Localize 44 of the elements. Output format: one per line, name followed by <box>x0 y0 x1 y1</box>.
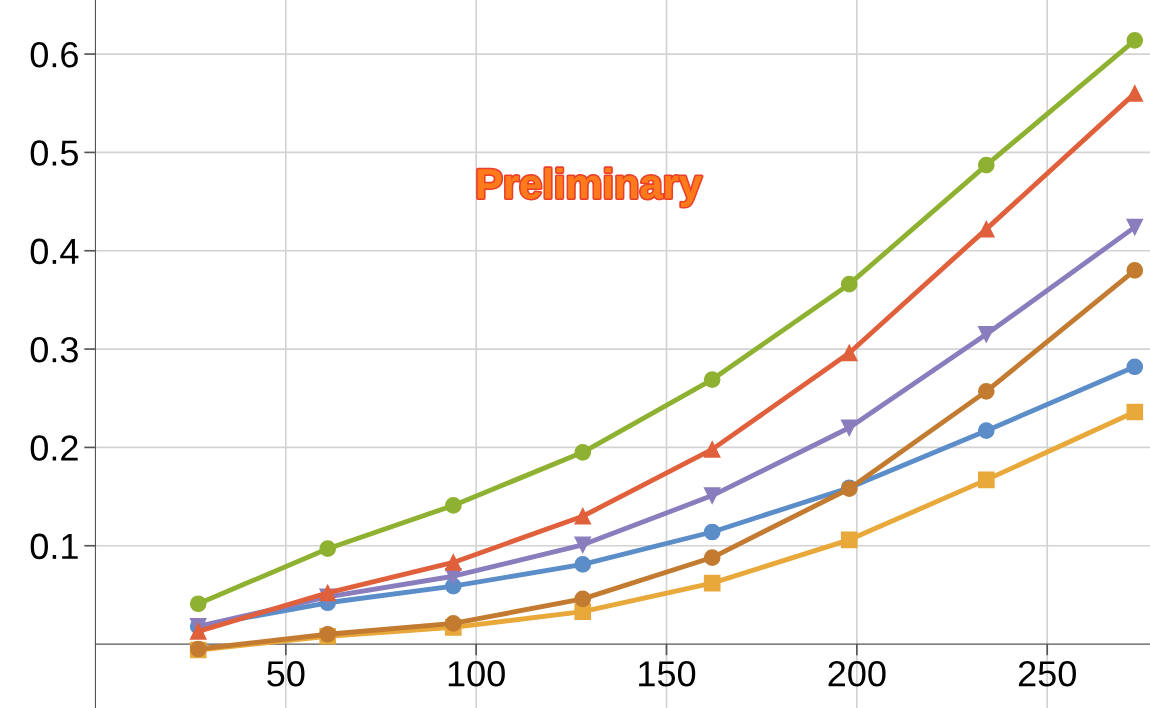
point <box>319 584 337 602</box>
x-tick-label: 100 <box>448 661 505 687</box>
point <box>444 615 462 632</box>
point <box>1126 403 1144 421</box>
point <box>977 422 995 440</box>
point <box>189 595 207 613</box>
point <box>840 419 858 437</box>
point <box>703 441 721 458</box>
point <box>574 507 592 525</box>
x-tick-label: 250 <box>1018 661 1076 687</box>
point <box>574 590 592 608</box>
x-tick-label: 50 <box>267 661 305 687</box>
point <box>1126 358 1144 376</box>
point <box>189 622 207 640</box>
point <box>840 344 858 362</box>
point <box>703 371 721 388</box>
point <box>444 497 462 514</box>
point <box>703 574 721 592</box>
point <box>703 523 721 541</box>
point <box>319 540 337 558</box>
y-tick-label: 0.5 <box>30 140 78 166</box>
point <box>703 549 721 566</box>
point <box>1126 218 1144 236</box>
annotation: Preliminary <box>477 168 702 207</box>
point <box>977 471 995 489</box>
point <box>840 275 858 293</box>
y-tick-label: 0.2 <box>30 435 78 461</box>
point <box>1126 262 1144 279</box>
point <box>1126 31 1144 49</box>
point <box>977 383 995 400</box>
point <box>574 536 592 554</box>
x-tick-label: 200 <box>828 661 886 687</box>
y-tick-label: 0.6 <box>30 41 78 68</box>
point <box>840 531 858 549</box>
x-tick-label: 150 <box>639 661 696 687</box>
y-tick-label: 0.3 <box>30 336 78 363</box>
point <box>574 556 592 573</box>
y-tick-label: 0.1 <box>30 533 78 560</box>
point <box>977 325 995 343</box>
y-tick-label: 0.4 <box>30 238 79 265</box>
point <box>444 554 462 571</box>
point <box>977 156 995 174</box>
point <box>703 487 721 504</box>
point <box>574 443 592 461</box>
